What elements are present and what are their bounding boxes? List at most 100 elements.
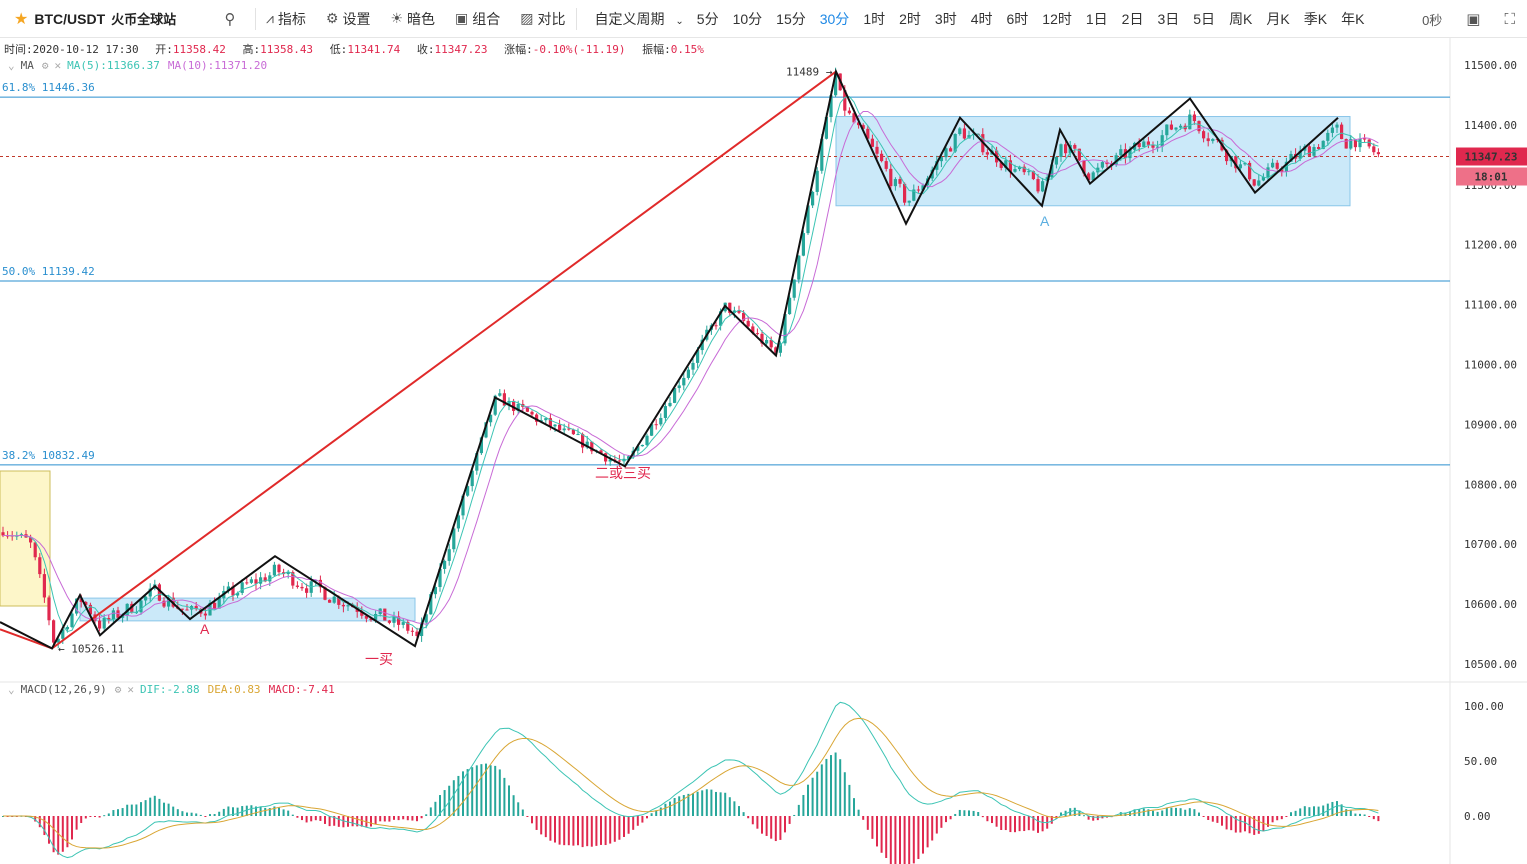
period-2h[interactable]: 2时: [899, 10, 921, 27]
candle-body: [461, 495, 465, 516]
macd-bar: [922, 816, 924, 854]
combine-button[interactable]: ▣ 组合: [455, 10, 501, 27]
period-4h[interactable]: 4时: [970, 10, 993, 27]
macd-bar: [1303, 806, 1306, 816]
period-15m[interactable]: 15分: [776, 10, 806, 27]
macd-bar: [954, 813, 957, 816]
candle-body: [1128, 149, 1132, 159]
period-year[interactable]: 年K: [1341, 10, 1365, 27]
candle-body: [1137, 142, 1141, 147]
candle-body: [489, 414, 493, 423]
macd-bar: [1147, 809, 1150, 816]
macd-bar: [577, 816, 579, 846]
macd-bar: [1004, 816, 1007, 831]
period-week[interactable]: 周K: [1229, 10, 1253, 27]
candle-body: [167, 597, 171, 607]
camera-icon[interactable]: ▣: [1466, 11, 1481, 28]
period-3h[interactable]: 3时: [934, 10, 957, 27]
macd-bar: [1202, 816, 1205, 817]
candle-body: [682, 377, 686, 386]
candle-body: [627, 456, 631, 459]
close-icon[interactable]: ✕: [127, 683, 134, 696]
macd-bar: [885, 816, 888, 858]
period-month[interactable]: 月K: [1266, 10, 1290, 27]
candlestick-chart[interactable]: 11500.0011400.0011300.0011200.0011100.00…: [0, 38, 1527, 864]
period-5m[interactable]: 5分: [696, 10, 719, 27]
combine-icon: ▣: [455, 10, 469, 26]
candle-body: [1261, 177, 1265, 181]
indicators-button[interactable]: ⩘ 指标: [266, 10, 306, 27]
gear-icon[interactable]: ⚙: [114, 683, 122, 696]
macd-bar: [282, 809, 285, 816]
macd-bar: [535, 816, 538, 830]
period-2d[interactable]: 2日: [1121, 10, 1144, 27]
candle-body: [1307, 146, 1311, 156]
candle-body: [213, 602, 217, 609]
candle-body: [636, 446, 640, 451]
period-1h[interactable]: 1时: [863, 10, 886, 27]
candle-body: [921, 185, 925, 191]
macd-bar: [462, 771, 464, 816]
macd-bar: [1267, 816, 1269, 827]
macd-bar: [1230, 816, 1233, 831]
period-5d[interactable]: 5日: [1193, 10, 1216, 27]
period-10m[interactable]: 10分: [732, 10, 763, 27]
period-3d[interactable]: 3日: [1157, 10, 1180, 27]
macd-bar: [75, 816, 78, 830]
search-icon[interactable]: ⚲: [224, 10, 236, 28]
fib-level-label: 50.0% 11139.42: [2, 265, 95, 278]
compare-button[interactable]: ▨ 对比: [520, 10, 566, 27]
candle-body: [742, 312, 746, 321]
candle-body: [360, 611, 364, 616]
close-value: 11347.23: [434, 43, 488, 56]
dark-mode-button[interactable]: ☀ 暗色: [390, 10, 436, 27]
period-quarter[interactable]: 季K: [1303, 10, 1328, 27]
candle-body: [567, 428, 571, 430]
period-1d[interactable]: 1日: [1085, 10, 1108, 27]
macd-bar: [1280, 816, 1283, 820]
macd-bar: [333, 816, 336, 826]
high-value: 11358.43: [260, 43, 314, 56]
period-12h[interactable]: 12时: [1042, 10, 1072, 27]
candle-body: [162, 600, 166, 607]
candle-body: [769, 340, 773, 348]
gear-icon[interactable]: ⚙: [41, 59, 49, 72]
macd-bar: [995, 816, 998, 827]
symbol-selector[interactable]: ★ BTC/USDT 火币全球站: [0, 9, 205, 29]
candle-body: [484, 422, 488, 438]
macd-bar: [632, 816, 635, 830]
custom-period-dropdown[interactable]: 自定义周期 ⌄: [594, 10, 684, 27]
close-icon[interactable]: ✕: [54, 59, 62, 72]
macd-bar: [756, 816, 759, 829]
macd-bar: [834, 752, 837, 816]
candle-body: [875, 146, 879, 154]
fib-level-label: 38.2% 10832.49: [2, 449, 95, 462]
macd-bar: [958, 809, 961, 816]
settings-button[interactable]: ⚙ 设置: [325, 10, 371, 27]
macd-bar: [379, 816, 382, 822]
macd-bar: [623, 816, 625, 837]
candle-body: [1064, 144, 1068, 154]
candle-body: [599, 450, 603, 454]
period-30m[interactable]: 30分: [819, 10, 850, 27]
open-value: 11358.42: [172, 43, 226, 56]
candle-body: [673, 388, 677, 403]
macd-bar: [1336, 801, 1338, 816]
candle-body: [1073, 144, 1077, 149]
period-6h[interactable]: 6时: [1006, 10, 1029, 27]
macd-bar: [43, 816, 46, 836]
candle-body: [778, 343, 782, 353]
candle-body: [1248, 162, 1252, 180]
macd-bar: [673, 797, 676, 816]
candle-body: [42, 574, 46, 598]
favorite-star-icon[interactable]: ★: [14, 10, 29, 28]
chevron-down-icon[interactable]: ⌄: [8, 59, 15, 72]
macd-bar: [61, 816, 64, 852]
fullscreen-icon[interactable]: ⛶: [1504, 10, 1515, 28]
macd-legend: ⌄ MACD(12,26,9) ⚙ ✕ DIF:-2.88 DEA:0.83 M…: [8, 683, 343, 696]
macd-bar: [899, 816, 901, 864]
macd-bar: [66, 816, 69, 848]
price-axis-label: 11200.00: [1464, 239, 1517, 252]
candle-body: [180, 608, 184, 610]
chevron-down-icon[interactable]: ⌄: [8, 683, 15, 696]
